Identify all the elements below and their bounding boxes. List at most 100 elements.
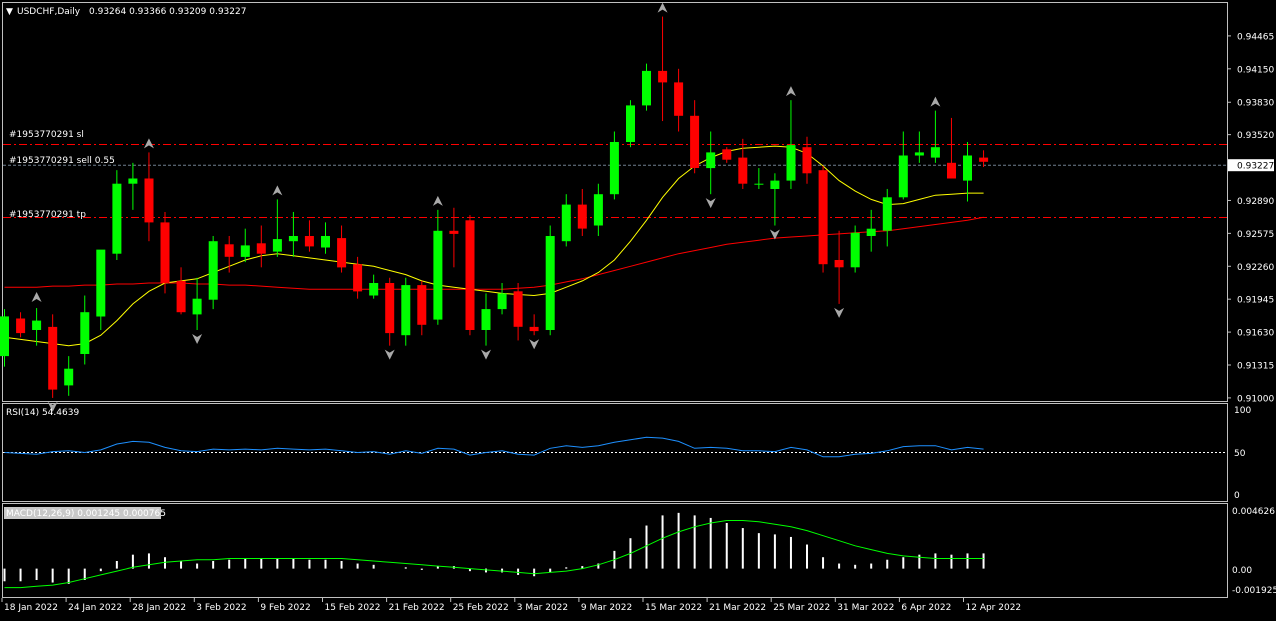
fractal-arrow-down xyxy=(47,401,58,412)
candle-body xyxy=(160,222,170,283)
candle-body xyxy=(866,228,876,236)
candle-body xyxy=(64,368,74,386)
candle-body xyxy=(963,155,972,181)
macd-tick-top: 0.004626 xyxy=(1232,507,1275,517)
rsi-tick-100: 100 xyxy=(1234,406,1251,416)
fractal-arrow-down xyxy=(769,229,780,240)
fractal-arrow-up xyxy=(31,291,42,302)
candle-body xyxy=(176,280,186,313)
header-triangle-icon[interactable]: ▼ xyxy=(6,7,13,17)
rsi-label: RSI(14) 54.4639 xyxy=(6,408,79,418)
candle-body xyxy=(449,230,459,234)
price-tick-label: 0.92575 xyxy=(1237,230,1274,240)
candle-body xyxy=(754,183,764,185)
price-tick-label: 0.94465 xyxy=(1237,32,1274,42)
candle-body xyxy=(690,115,700,168)
candle-body xyxy=(385,283,395,334)
date-tick-label: 18 Jan 2022 xyxy=(4,603,58,613)
candle-body xyxy=(818,170,828,265)
macd-tick-bottom: -0.001925 xyxy=(1232,586,1276,596)
candle-body xyxy=(658,70,668,83)
candle-body xyxy=(433,230,443,320)
candle-body xyxy=(850,232,860,268)
candle-body xyxy=(577,204,587,229)
current-price-label: 0.93227 xyxy=(1237,162,1274,172)
candle-body xyxy=(738,157,748,184)
candle-body xyxy=(16,318,26,334)
candle-body xyxy=(722,149,732,160)
rsi-tick-0: 0 xyxy=(1234,491,1240,501)
price-tick-label: 0.91945 xyxy=(1237,296,1274,306)
candle-body xyxy=(192,298,202,315)
fractal-arrow-up xyxy=(785,86,796,97)
macd-label-bg xyxy=(4,507,161,519)
candle-body xyxy=(497,293,507,310)
fractal-arrow-down xyxy=(834,307,845,318)
candle-body xyxy=(593,194,603,226)
date-tick-label: 9 Mar 2022 xyxy=(581,603,632,613)
macd-tick-zero: 0.00 xyxy=(1232,566,1252,576)
candle-body xyxy=(465,220,475,330)
order-sell-label: #1953770291 sell 0.55 xyxy=(9,156,115,166)
fractal-arrow-up xyxy=(657,2,668,13)
candle-body xyxy=(128,178,138,184)
macd-label: MACD(12,26,9) 0.001245 0.000765 xyxy=(6,509,166,519)
candle-body xyxy=(304,236,314,247)
fractal-arrow-down xyxy=(481,349,491,360)
date-tick-label: 24 Jan 2022 xyxy=(68,603,122,613)
date-tick-label: 25 Mar 2022 xyxy=(773,603,830,613)
date-tick-label: 9 Feb 2022 xyxy=(260,603,310,613)
rsi-line xyxy=(4,436,984,458)
candle-body xyxy=(224,244,234,257)
fractal-arrow-up xyxy=(930,96,941,107)
date-tick-label: 12 Apr 2022 xyxy=(966,603,1022,613)
candle-body xyxy=(112,183,122,254)
fractal-arrow-up xyxy=(272,185,283,196)
candle-body xyxy=(834,260,844,268)
price-tick-label: 0.92890 xyxy=(1237,197,1274,207)
symbol-label: USDCHF,Daily xyxy=(17,7,81,17)
candle-body xyxy=(561,204,571,242)
candle-body xyxy=(401,285,411,336)
candle-body xyxy=(0,316,9,357)
fractal-arrow-down xyxy=(384,349,395,360)
candle-body xyxy=(321,236,330,248)
fractal-arrow-down xyxy=(192,334,203,345)
candle-body xyxy=(770,180,780,189)
price-tick-label: 0.93520 xyxy=(1237,131,1274,141)
rsi-panel-frame xyxy=(2,403,1228,502)
price-tick-label: 0.91630 xyxy=(1237,329,1274,339)
candle-body xyxy=(417,285,427,325)
price-tick-label: 0.91000 xyxy=(1237,394,1274,404)
date-tick-label: 28 Jan 2022 xyxy=(132,603,186,613)
fractal-arrow-up xyxy=(432,195,443,206)
date-tick-label: 3 Mar 2022 xyxy=(517,603,568,613)
date-tick-label: 21 Mar 2022 xyxy=(709,603,766,613)
candle-body xyxy=(626,105,635,142)
candle-body xyxy=(481,309,491,330)
date-tick-label: 25 Feb 2022 xyxy=(453,603,509,613)
candle-body xyxy=(786,145,796,181)
candle-body xyxy=(96,249,106,317)
candle-body xyxy=(642,70,651,106)
candle-body xyxy=(80,312,90,354)
current-price-box xyxy=(1228,159,1274,172)
date-tick-label: 6 Apr 2022 xyxy=(901,603,951,613)
macd-signal-line xyxy=(4,520,984,589)
candle-body xyxy=(337,238,347,268)
date-tick-label: 31 Mar 2022 xyxy=(837,603,894,613)
macd-layer xyxy=(3,512,985,589)
order-sl-label: #1953770291 sl xyxy=(9,130,84,140)
candle-body xyxy=(272,239,282,252)
date-tick-label: 15 Mar 2022 xyxy=(645,603,702,613)
candle-body xyxy=(802,147,812,174)
fractal-arrow-up xyxy=(143,138,154,149)
rsi-layer xyxy=(3,436,1227,458)
candle-body xyxy=(898,155,908,198)
candle-body xyxy=(240,245,250,257)
candle-body xyxy=(353,264,363,292)
candle-body xyxy=(32,320,42,330)
fractal-arrow-down xyxy=(529,339,540,350)
